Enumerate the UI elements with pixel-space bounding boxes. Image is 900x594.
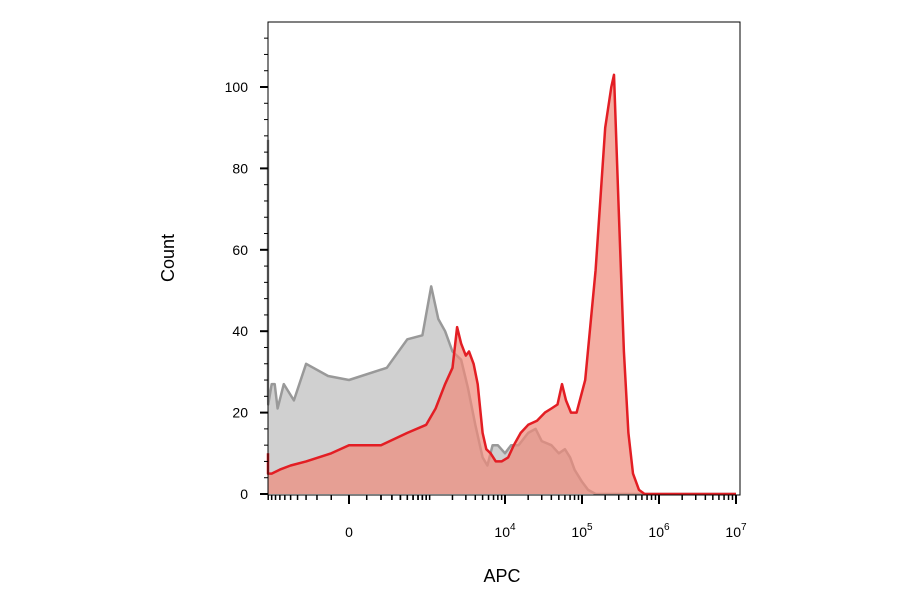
y-tick-label: 20 xyxy=(232,405,248,421)
y-tick-label: 40 xyxy=(232,323,248,339)
y-tick-label: 0 xyxy=(240,486,248,502)
x-axis-title: APC xyxy=(483,566,520,586)
x-tick-label: 104 xyxy=(494,522,516,540)
x-tick-label: 107 xyxy=(725,522,747,540)
y-tick-label: 80 xyxy=(232,160,248,176)
series-layer xyxy=(266,73,736,496)
y-tick-label: 60 xyxy=(232,242,248,258)
y-minor-ticks xyxy=(264,37,268,479)
series-1-fill xyxy=(268,139,736,494)
series-2-fill xyxy=(268,74,736,495)
y-tick-label: 100 xyxy=(225,79,249,95)
y-axis: 0 20 40 60 80 100 xyxy=(225,79,268,502)
x-minor-ticks xyxy=(267,495,734,500)
x-tick-label: 105 xyxy=(571,522,593,540)
series-2-line xyxy=(266,73,736,496)
x-axis: 0 104 105 106 107 xyxy=(345,495,747,540)
x-tick-label: 0 xyxy=(345,524,353,540)
x-tick-label: 106 xyxy=(648,522,670,540)
y-axis-title: Count xyxy=(158,234,178,282)
